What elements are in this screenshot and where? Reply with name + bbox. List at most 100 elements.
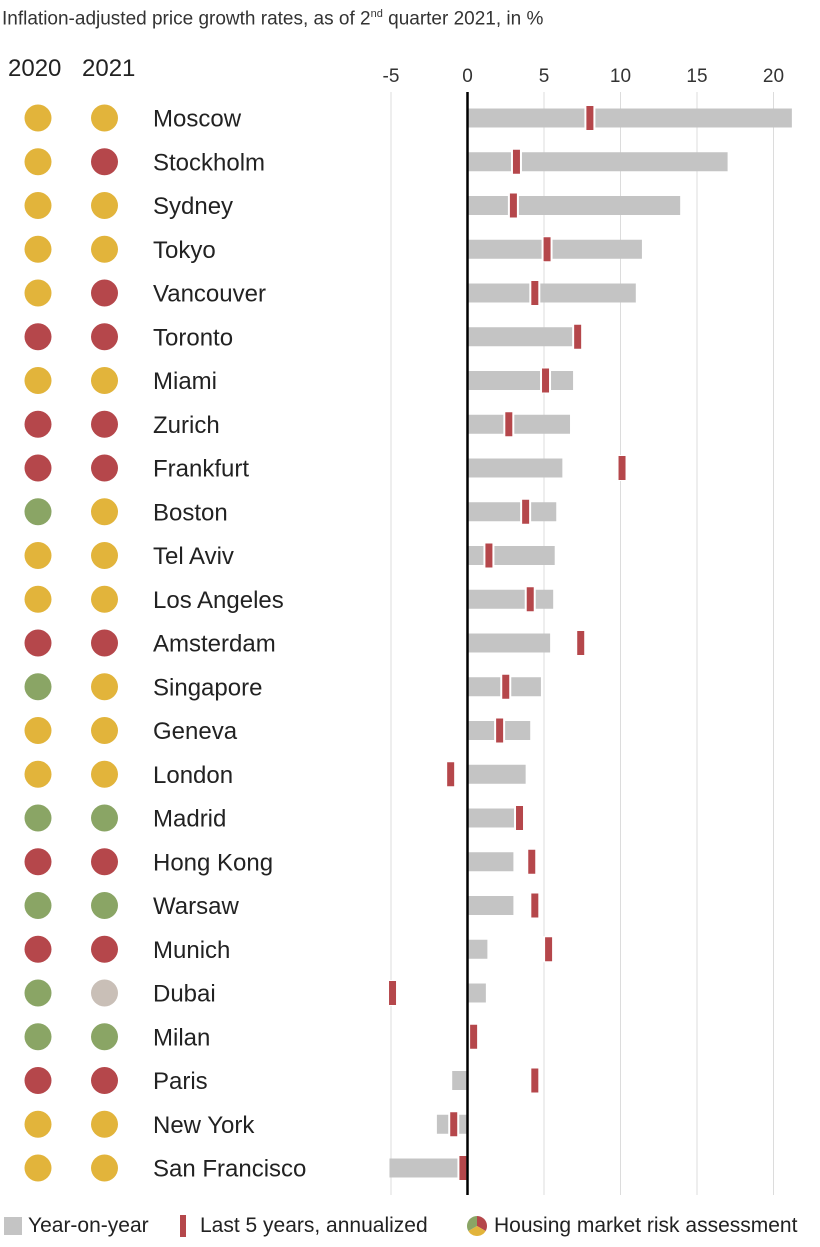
five-year-marker-zurich bbox=[505, 412, 513, 437]
city-label-tel-aviv: Tel Aviv bbox=[153, 543, 234, 570]
risk-2020-boston bbox=[24, 498, 52, 526]
risk-2021-moscow bbox=[91, 104, 118, 132]
yoy-bar-tokyo bbox=[467, 239, 642, 259]
five-year-marker-toronto bbox=[574, 324, 582, 349]
risk-2021-hong-kong bbox=[91, 848, 118, 876]
yoy-bar-tel-aviv bbox=[467, 546, 555, 565]
risk-2021-milan bbox=[91, 1023, 118, 1051]
city-label-tokyo: Tokyo bbox=[153, 237, 216, 264]
five-year-marker-new-york bbox=[450, 1112, 458, 1137]
city-label-paris: Paris bbox=[153, 1068, 208, 1095]
city-label-vancouver: Vancouver bbox=[153, 281, 266, 308]
yoy-bar-warsaw bbox=[467, 896, 514, 915]
yoy-bar-los-angeles bbox=[467, 589, 554, 609]
chart-title: Inflation-adjusted price growth rates, a… bbox=[2, 8, 544, 30]
x-tick-label-15: 15 bbox=[686, 66, 707, 87]
five-year-marker-stockholm bbox=[512, 149, 520, 174]
yoy-bar-london bbox=[467, 764, 526, 784]
city-label-milan: Milan bbox=[153, 1024, 210, 1051]
yoy-bar-toronto bbox=[467, 327, 583, 347]
five-year-marker-london bbox=[447, 762, 455, 787]
risk-2021-amsterdam bbox=[91, 629, 118, 657]
yoy-bar-hong-kong bbox=[467, 852, 514, 872]
city-label-frankfurt: Frankfurt bbox=[153, 456, 249, 483]
city-label-zurich: Zurich bbox=[153, 412, 220, 439]
risk-2020-amsterdam bbox=[24, 629, 52, 657]
city-label-london: London bbox=[153, 762, 233, 789]
yoy-bar-paris bbox=[452, 1071, 468, 1090]
risk-2021-tokyo bbox=[91, 235, 118, 263]
risk-2020-london bbox=[24, 760, 52, 788]
risk-2020-singapore bbox=[24, 673, 52, 701]
yoy-bar-frankfurt bbox=[467, 458, 563, 478]
city-label-hong-kong: Hong Kong bbox=[153, 849, 273, 876]
legend-red-marker-icon bbox=[180, 1215, 186, 1237]
five-year-marker-los-angeles bbox=[526, 587, 534, 612]
risk-2020-zurich bbox=[24, 410, 52, 438]
legend-risk-label: Housing market risk assessment bbox=[494, 1214, 798, 1237]
yoy-bar-sydney bbox=[467, 196, 681, 215]
risk-2020-tokyo bbox=[24, 235, 52, 263]
five-year-marker-san-francisco bbox=[459, 1156, 467, 1180]
risk-2020-hong-kong bbox=[24, 848, 52, 876]
risk-2021-tel-aviv bbox=[91, 542, 118, 569]
x-tick-label-20: 20 bbox=[763, 66, 784, 87]
legend-five-year: Last 5 years, annualized bbox=[180, 1214, 428, 1238]
risk-2021-los-angeles bbox=[91, 585, 118, 613]
risk-2020-munich bbox=[24, 935, 52, 963]
risk-2020-warsaw bbox=[24, 892, 52, 919]
x-tick-label-5: 5 bbox=[539, 66, 550, 87]
risk-2020-toronto bbox=[24, 323, 52, 351]
five-year-marker-munich bbox=[545, 937, 553, 962]
city-label-amsterdam: Amsterdam bbox=[153, 631, 276, 658]
risk-2021-stockholm bbox=[91, 148, 118, 176]
city-label-los-angeles: Los Angeles bbox=[153, 587, 284, 614]
x-tick-label--5: -5 bbox=[383, 66, 400, 87]
five-year-marker-dubai bbox=[389, 981, 397, 1005]
five-year-marker-boston bbox=[522, 499, 530, 524]
five-year-marker-madrid bbox=[516, 806, 524, 830]
city-label-geneva: Geneva bbox=[153, 718, 238, 745]
risk-2020-new-york bbox=[24, 1110, 52, 1138]
five-year-marker-tokyo bbox=[543, 237, 551, 262]
five-year-marker-moscow bbox=[586, 106, 594, 130]
x-tick-label-0: 0 bbox=[462, 66, 473, 87]
risk-2021-sydney bbox=[91, 192, 118, 219]
city-label-moscow: Moscow bbox=[153, 106, 242, 133]
yoy-bar-san-francisco bbox=[389, 1158, 468, 1178]
risk-2021-singapore bbox=[91, 673, 118, 701]
risk-2021-vancouver bbox=[91, 279, 118, 307]
risk-2021-geneva bbox=[91, 717, 118, 744]
risk-2021-new-york bbox=[91, 1110, 118, 1138]
city-label-stockholm: Stockholm bbox=[153, 149, 265, 176]
risk-2021-san-francisco bbox=[91, 1154, 118, 1182]
five-year-marker-warsaw bbox=[531, 893, 539, 918]
city-label-toronto: Toronto bbox=[153, 324, 233, 351]
risk-2020-los-angeles bbox=[24, 585, 52, 613]
risk-2020-frankfurt bbox=[24, 454, 52, 482]
risk-2020-vancouver bbox=[24, 279, 52, 307]
yoy-bar-vancouver bbox=[467, 283, 636, 303]
five-year-marker-frankfurt bbox=[618, 456, 626, 480]
risk-2021-paris bbox=[91, 1067, 118, 1094]
legend-five-year-label: Last 5 years, annualized bbox=[200, 1214, 428, 1237]
risk-2020-madrid bbox=[24, 804, 52, 832]
city-label-new-york: New York bbox=[153, 1112, 255, 1139]
year-2021-header: 2021 bbox=[82, 55, 136, 82]
risk-2021-frankfurt bbox=[91, 454, 118, 482]
yoy-bar-moscow bbox=[467, 108, 792, 128]
risk-2021-madrid bbox=[91, 804, 118, 832]
city-label-san-francisco: San Francisco bbox=[153, 1156, 306, 1183]
risk-2020-milan bbox=[24, 1023, 52, 1051]
yoy-bar-stockholm bbox=[467, 152, 728, 172]
risk-2020-stockholm bbox=[24, 148, 52, 176]
risk-2020-sydney bbox=[24, 192, 52, 219]
yoy-bar-zurich bbox=[467, 414, 571, 434]
risk-2021-munich bbox=[91, 935, 118, 963]
risk-2021-miami bbox=[91, 367, 118, 394]
legend-yoy: Year-on-year bbox=[4, 1214, 149, 1238]
legend-risk: Housing market risk assessment bbox=[466, 1214, 797, 1238]
yoy-bar-dubai bbox=[467, 983, 486, 1003]
risk-2020-geneva bbox=[24, 717, 52, 744]
five-year-marker-miami bbox=[542, 368, 550, 393]
